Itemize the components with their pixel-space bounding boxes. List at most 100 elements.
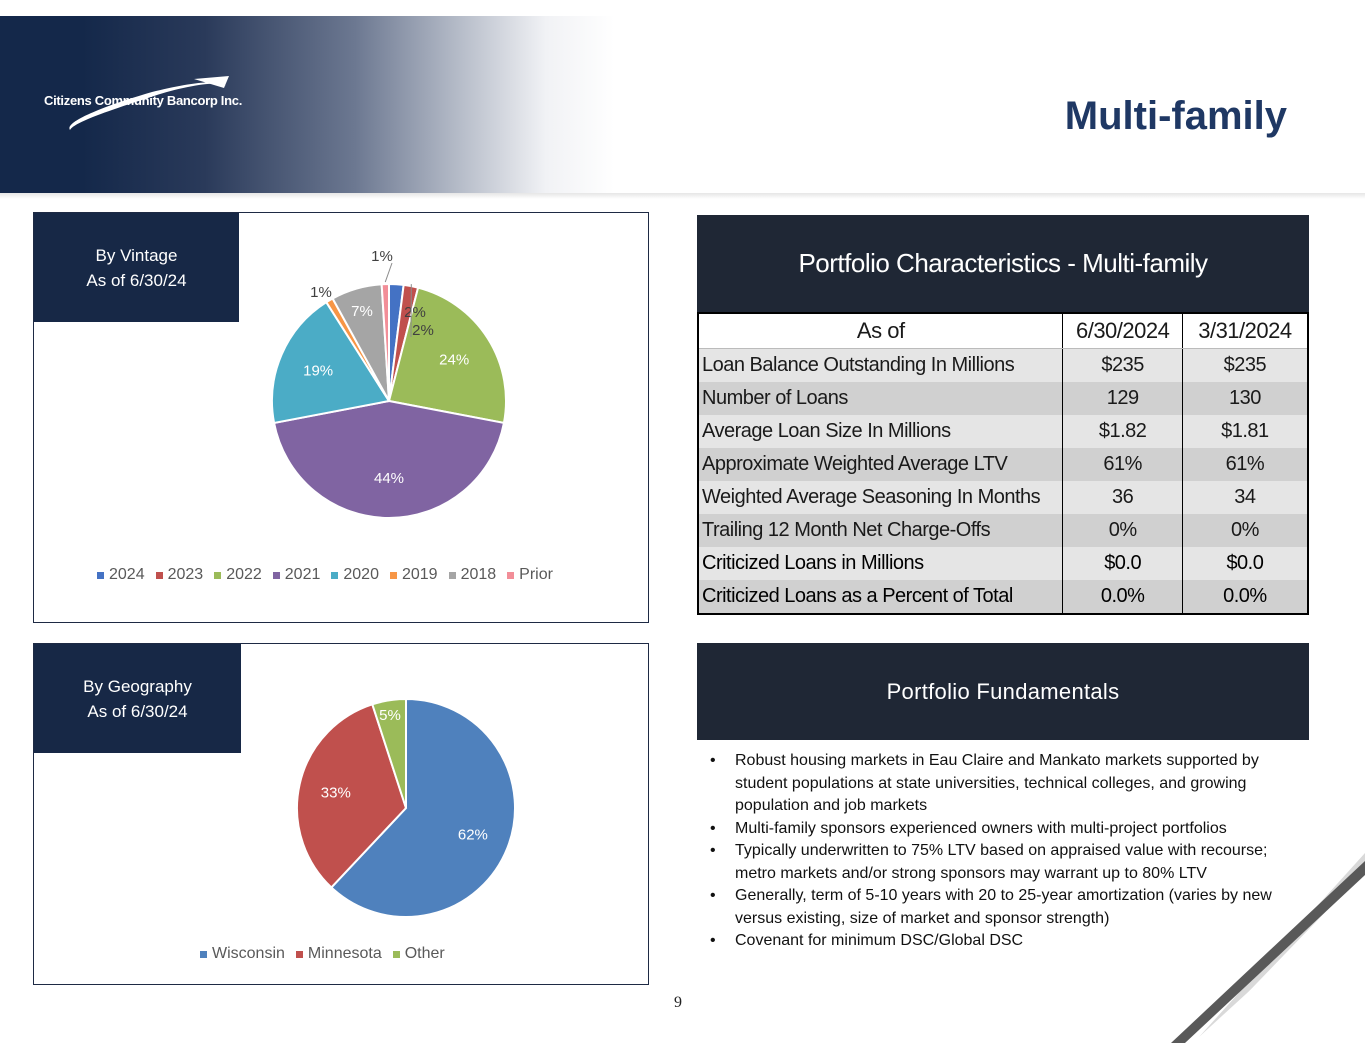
legend-item-2024: 2024 xyxy=(97,566,145,584)
logo-text: Citizens Community Bancorp Inc. xyxy=(44,93,243,108)
table-row: Approximate Weighted Average LTV 61% 61% xyxy=(698,448,1308,481)
row-label: Average Loan Size In Millions xyxy=(698,415,1063,448)
vintage-chart-tag: By Vintage As of 6/30/24 xyxy=(34,213,239,322)
pie-slice-prior xyxy=(380,282,390,402)
row-value-prior: 130 xyxy=(1181,382,1308,415)
geography-tag-line1: By Geography xyxy=(83,676,192,696)
table-row: Criticized Loans in Millions $0.0 $0.0 xyxy=(698,547,1308,580)
legend-label-2024: 2024 xyxy=(109,566,145,583)
row-label: Weighted Average Seasoning In Months xyxy=(698,481,1063,514)
legend-item-wisconsin: Wisconsin xyxy=(200,945,285,963)
table-row: Trailing 12 Month Net Charge-Offs 0% 0% xyxy=(698,514,1308,547)
legend-item-2022: 2022 xyxy=(214,566,262,584)
geography-legend: Wisconsin Minnesota Other xyxy=(200,945,445,963)
legend-item-2021: 2021 xyxy=(272,566,320,584)
corner-decoration xyxy=(1165,845,1365,1055)
row-value-prior: $1.81 xyxy=(1181,415,1308,448)
page-title: Multi-family xyxy=(1064,94,1287,138)
legend-item-2020: 2020 xyxy=(331,566,379,584)
table-header-row: As of 6/30/2024 3/31/2024 xyxy=(698,313,1308,349)
portfolio-characteristics-title: Portfolio Characteristics - Multi-family xyxy=(697,215,1309,312)
legend-swatch-2018 xyxy=(448,571,456,579)
row-value-current: 129 xyxy=(1062,382,1183,415)
vintage-legend: 2024 2023 2022 2021 2020 2019 2018 Prior xyxy=(97,566,553,584)
row-value-prior: 0.0% xyxy=(1181,580,1308,614)
legend-label-prior: Prior xyxy=(519,566,553,583)
vintage-tag-line2: As of 6/30/24 xyxy=(86,270,187,290)
row-label: Number of Loans xyxy=(698,382,1063,415)
vintage-tag-line1: By Vintage xyxy=(95,245,178,265)
header-3-31-2024: 3/31/2024 xyxy=(1181,313,1308,349)
pie-label-2019: 1% xyxy=(310,284,332,301)
row-value-current: $1.82 xyxy=(1062,415,1183,448)
vintage-chart-box: By Vintage As of 6/30/24 2% 2% 24% 44% 19% 1%… xyxy=(33,212,649,623)
row-value-current: 0% xyxy=(1062,514,1183,547)
legend-swatch-2022 xyxy=(214,571,222,579)
row-value-prior: $235 xyxy=(1181,348,1308,382)
vintage-pie-chart: 2%2% 24% 44% 19% 1% 7% 1% xyxy=(271,248,507,520)
legend-item-2018: 2018 xyxy=(448,566,496,584)
pie-label-2021: 44% xyxy=(374,470,404,487)
geography-chart-tag: By Geography As of 6/30/24 xyxy=(34,644,241,753)
pie-slice-2020 xyxy=(271,300,391,425)
table-row: Average Loan Size In Millions $1.82 $1.8… xyxy=(698,415,1308,448)
fundamentals-list: Robust housing markets in Eau Claire and… xyxy=(708,750,1298,953)
legend-item-minnesota: Minnesota xyxy=(295,945,382,963)
legend-swatch-minnesota xyxy=(295,950,303,958)
table-row: Loan Balance Outstanding In Millions $23… xyxy=(698,348,1308,382)
header-band xyxy=(0,16,1365,194)
list-item: Generally, term of 5-10 years with 20 to… xyxy=(708,885,1298,930)
pie-slice-wisconsin xyxy=(329,697,516,918)
legend-label-other: Other xyxy=(404,945,445,962)
row-value-prior: $0.0 xyxy=(1181,547,1308,580)
legend-swatch-2019 xyxy=(389,571,397,579)
row-label: Trailing 12 Month Net Charge-Offs xyxy=(698,514,1063,547)
row-label: Criticized Loans as a Percent of Total xyxy=(698,580,1063,614)
pie-slice-2021 xyxy=(272,399,506,520)
legend-swatch-other xyxy=(392,950,400,958)
row-value-prior: 61% xyxy=(1181,448,1308,481)
pie-slice-other xyxy=(371,697,407,809)
table-row: Criticized Loans as a Percent of Total 0… xyxy=(698,580,1308,614)
row-value-current: 36 xyxy=(1062,481,1183,514)
legend-item-2019: 2019 xyxy=(389,566,438,584)
row-value-current: $0.0 xyxy=(1062,547,1183,580)
pie-label-prior: 1% xyxy=(371,248,393,265)
company-logo: Citizens Community Bancorp Inc. xyxy=(44,76,274,136)
row-label: Criticized Loans in Millions xyxy=(698,547,1063,580)
portfolio-characteristics-table: As of 6/30/2024 3/31/2024 Loan Balance O… xyxy=(697,312,1309,615)
legend-item-2023: 2023 xyxy=(155,566,203,584)
pie-label-minnesota: 33% xyxy=(321,784,351,801)
header-as-of: As of xyxy=(698,313,1063,349)
table-row: Number of Loans 129 130 xyxy=(698,382,1308,415)
portfolio-fundamentals-title: Portfolio Fundamentals xyxy=(697,643,1309,740)
row-value-prior: 34 xyxy=(1181,481,1308,514)
list-item: Robust housing markets in Eau Claire and… xyxy=(708,750,1298,818)
legend-label-minnesota: Minnesota xyxy=(307,945,382,962)
logo-swoosh-icon xyxy=(69,76,229,130)
pie-label-2018: 7% xyxy=(351,303,373,320)
legend-swatch-2023 xyxy=(155,571,163,579)
row-value-current: $235 xyxy=(1062,348,1183,382)
pie-label-2023: 2% xyxy=(412,322,434,339)
list-item: Covenant for minimum DSC/Global DSC xyxy=(708,930,1298,953)
row-value-current: 61% xyxy=(1062,448,1183,481)
geography-tag-line2: As of 6/30/24 xyxy=(87,701,188,721)
pie-label-2024: 2% xyxy=(404,304,426,321)
legend-swatch-2021 xyxy=(272,571,280,579)
row-label: Approximate Weighted Average LTV xyxy=(698,448,1063,481)
list-item: Typically underwritten to 75% LTV based … xyxy=(708,840,1298,885)
legend-label-2020: 2020 xyxy=(343,566,379,583)
legend-item-prior: Prior xyxy=(507,566,553,584)
pie-leader-line-prior xyxy=(384,262,393,283)
page-number: 9 xyxy=(674,994,682,1011)
geography-chart-box: By Geography As of 6/30/24 62% 33% 5% Wisc… xyxy=(33,643,649,985)
table-row: Weighted Average Seasoning In Months 36 … xyxy=(698,481,1308,514)
row-label: Loan Balance Outstanding In Millions xyxy=(698,348,1063,382)
legend-swatch-prior xyxy=(507,571,515,579)
geography-pie-chart: 62% 33% 5% xyxy=(296,697,516,918)
pie-label-2022: 24% xyxy=(439,352,469,369)
row-value-prior: 0% xyxy=(1181,514,1308,547)
legend-label-2022: 2022 xyxy=(226,566,262,583)
legend-label-wisconsin: Wisconsin xyxy=(212,945,285,962)
